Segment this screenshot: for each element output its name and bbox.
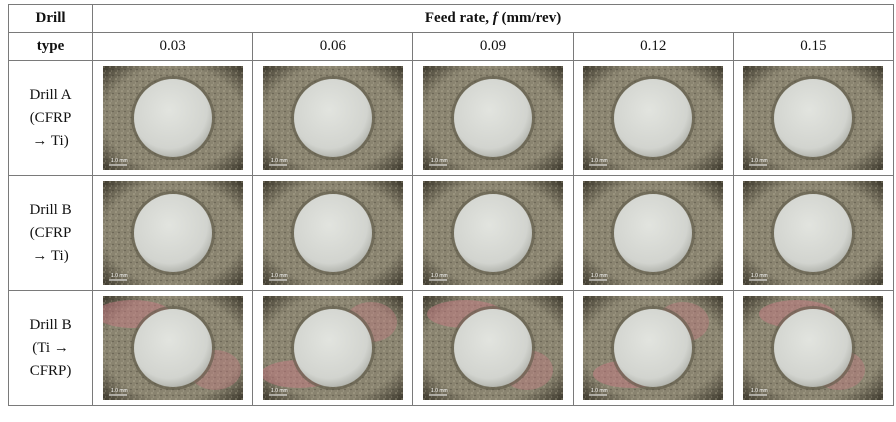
svg-text:1.0 mm: 1.0 mm (271, 273, 288, 279)
hole-micrograph: 1.0 mm (262, 66, 403, 170)
svg-text:1.0 mm: 1.0 mm (431, 273, 448, 279)
hole-micrograph-cell: 1.0 mm (252, 175, 414, 291)
hole-micrograph: 1.0 mm (102, 66, 243, 170)
feed-rate-value: 0.09 (412, 32, 574, 61)
hole-micrograph: 1.0 mm (423, 296, 564, 400)
hole-micrograph: 1.0 mm (583, 66, 724, 170)
drill-type-label-line: → Ti) (32, 247, 69, 264)
drill-type-label-line: Drill B (29, 201, 72, 218)
feed-rate-value: 0.03 (92, 32, 254, 61)
drill-row: Drill B (CFRP → Ti) 1.0 mm 1.0 mm 1.0 mm 1.0 m… (7, 175, 895, 291)
feed-rate-symbol: f (492, 10, 498, 26)
drill-type-label: Drill A (CFRP → Ti) (7, 60, 94, 176)
hole-micrograph: 1.0 mm (102, 181, 243, 285)
drill-type-header: Drill (7, 4, 94, 33)
drill-row: Drill A (CFRP → Ti) 1.0 mm 1.0 mm 1.0 mm 1.0 m… (7, 60, 895, 176)
hole-micrograph-cell: 1.0 mm (252, 60, 414, 176)
drill-type-label-line: (Ti → (32, 339, 69, 356)
hole-micrograph: 1.0 mm (262, 181, 403, 285)
drill-row: Drill B (Ti → CFRP) 1.0 mm 1.0 mm 1.0 mm 1.0 m… (7, 290, 895, 406)
svg-text:1.0 mm: 1.0 mm (591, 388, 608, 394)
hole-micrograph-cell: 1.0 mm (92, 175, 254, 291)
svg-text:1.0 mm: 1.0 mm (111, 388, 128, 394)
hole-micrograph: 1.0 mm (423, 181, 564, 285)
svg-text:1.0 mm: 1.0 mm (271, 158, 288, 164)
hole-micrograph: 1.0 mm (583, 181, 724, 285)
hole-micrograph-cell: 1.0 mm (732, 290, 895, 406)
svg-text:1.0 mm: 1.0 mm (591, 273, 608, 279)
feed-rate-unit: (mm/rev) (497, 10, 562, 26)
hole-micrograph: 1.0 mm (262, 296, 403, 400)
svg-text:1.0 mm: 1.0 mm (591, 158, 608, 164)
hole-micrograph-cell: 1.0 mm (412, 60, 574, 176)
hole-micrograph: 1.0 mm (583, 296, 724, 400)
feed-rate-value: 0.06 (252, 32, 414, 61)
hole-micrograph: 1.0 mm (102, 296, 243, 400)
hole-micrograph: 1.0 mm (423, 66, 564, 170)
hole-micrograph-cell: 1.0 mm (572, 60, 734, 176)
hole-micrograph-cell: 1.0 mm (732, 60, 895, 176)
svg-text:1.0 mm: 1.0 mm (271, 388, 288, 394)
hole-micrograph-cell: 1.0 mm (572, 290, 734, 406)
feed-rate-prefix: Feed rate, (424, 10, 493, 26)
drill-type-label-line: (CFRP (29, 224, 72, 241)
feed-rate-value: 0.12 (572, 32, 734, 61)
hole-micrograph-cell: 1.0 mm (732, 175, 895, 291)
drill-type-label-line: CFRP) (29, 362, 72, 379)
feed-rate-value: 0.15 (732, 32, 895, 61)
svg-text:1.0 mm: 1.0 mm (431, 388, 448, 394)
svg-text:1.0 mm: 1.0 mm (111, 273, 128, 279)
hole-micrograph: 1.0 mm (743, 181, 884, 285)
hole-micrograph-cell: 1.0 mm (572, 175, 734, 291)
micrograph-table: Drill Feed rate, f (mm/rev) type 0.03 0.… (7, 4, 895, 406)
svg-text:1.0 mm: 1.0 mm (431, 158, 448, 164)
svg-text:1.0 mm: 1.0 mm (751, 273, 768, 279)
drill-type-label: Drill B (Ti → CFRP) (7, 290, 94, 406)
drill-type-label-line: Drill B (29, 316, 72, 333)
drill-type-label-line: (CFRP (29, 109, 72, 126)
drill-type-label: Drill B (CFRP → Ti) (7, 175, 94, 291)
hole-micrograph-cell: 1.0 mm (412, 290, 574, 406)
hole-micrograph-cell: 1.0 mm (252, 290, 414, 406)
svg-text:1.0 mm: 1.0 mm (111, 158, 128, 164)
svg-text:1.0 mm: 1.0 mm (751, 158, 768, 164)
hole-micrograph-cell: 1.0 mm (92, 290, 254, 406)
hole-micrograph: 1.0 mm (743, 66, 884, 170)
hole-micrograph-cell: 1.0 mm (412, 175, 574, 291)
hole-micrograph: 1.0 mm (743, 296, 884, 400)
svg-text:1.0 mm: 1.0 mm (751, 388, 768, 394)
drill-type-header-line2: type (7, 32, 94, 61)
drill-type-label-line: → Ti) (32, 132, 69, 149)
feed-rate-header: Feed rate, f (mm/rev) (92, 4, 894, 33)
hole-micrograph-cell: 1.0 mm (92, 60, 254, 176)
drill-type-label-line: Drill A (29, 86, 72, 103)
